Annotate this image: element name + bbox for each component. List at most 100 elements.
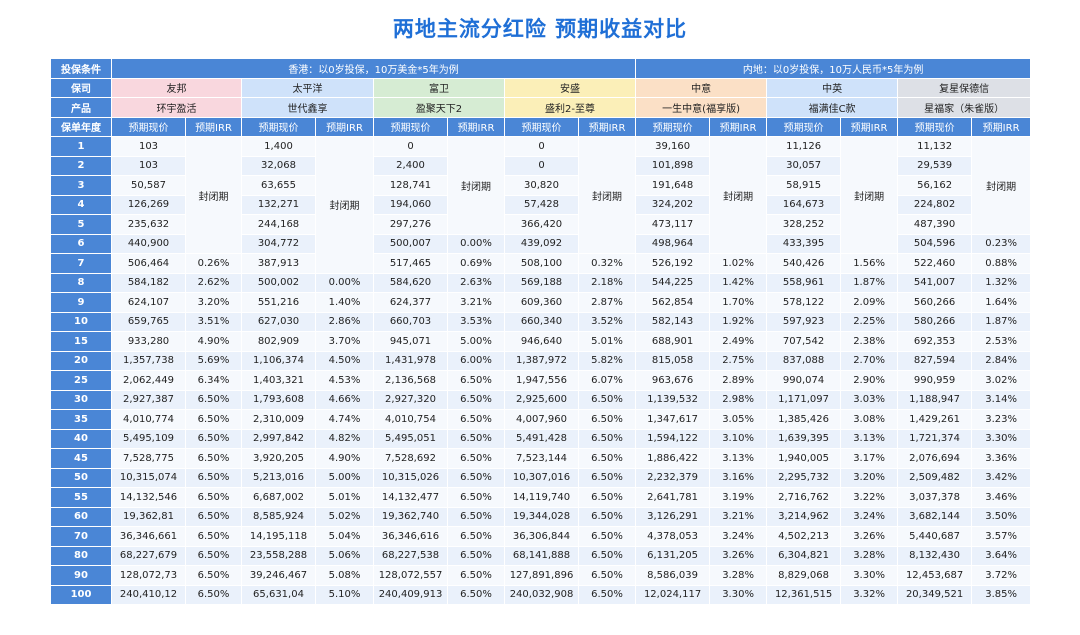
cash-value-cell: 660,340: [504, 311, 579, 332]
col-header-cv: 预期现价: [504, 116, 579, 137]
year-cell: 20: [50, 350, 112, 371]
irr-cell: 3.51%: [185, 311, 242, 332]
irr-cell: 6.50%: [185, 389, 242, 410]
irr-cell: 2.53%: [971, 331, 1032, 352]
irr-cell: 3.16%: [709, 467, 768, 488]
cash-value-cell: 562,854: [635, 292, 711, 313]
year-cell: 5: [50, 214, 112, 235]
cash-value-cell: 1,594,122: [635, 428, 711, 449]
cash-value-cell: 439,092: [504, 233, 579, 254]
irr-cell: 6.50%: [447, 467, 505, 488]
cash-value-cell: 297,276: [373, 214, 448, 235]
cn-condition: 内地：以0岁投保，10万人民币*5年为例: [635, 58, 1032, 79]
year-cell: 50: [50, 467, 112, 488]
cash-value-cell: 6,131,205: [635, 545, 711, 566]
cash-value-cell: 103: [111, 136, 186, 157]
cash-value-cell: 517,465: [373, 253, 448, 274]
irr-cell: 3.64%: [971, 545, 1032, 566]
lock-period-cell: 封闭期: [447, 136, 505, 235]
cash-value-cell: 5,440,687: [897, 526, 973, 547]
irr-cell: 3.02%: [971, 370, 1032, 391]
cash-value-cell: 1,106,374: [241, 350, 316, 371]
irr-cell: 6.50%: [577, 584, 637, 605]
cash-value-cell: 990,074: [766, 370, 842, 391]
cash-value-cell: 1,886,422: [635, 448, 711, 469]
company-row: 保司 友邦 太平洋 富卫 安盛 中意 中英 复星保德信: [50, 77, 1032, 98]
cash-value-cell: 837,088: [766, 350, 842, 371]
company-generali: 中意: [635, 77, 768, 98]
cash-value-cell: 19,362,81: [111, 506, 186, 527]
irr-cell: 5.00%: [315, 467, 374, 488]
cash-value-cell: 36,346,661: [111, 526, 186, 547]
year-cell: 30: [50, 389, 112, 410]
year-cell: 90: [50, 565, 112, 586]
irr-cell: 4.50%: [315, 350, 374, 371]
irr-cell: 3.22%: [840, 487, 899, 508]
col-header-cv: 预期现价: [635, 116, 711, 137]
table-row: 7 506,464 0.26% 387,913 517,465 0.69% 508,100 0…: [50, 253, 1032, 274]
irr-cell: 6.50%: [185, 467, 242, 488]
cash-value-cell: 569,188: [504, 272, 579, 293]
irr-cell: 1.64%: [971, 292, 1032, 313]
year-cell: 40: [50, 428, 112, 449]
cash-value-cell: 504,596: [897, 233, 973, 254]
irr-cell: 3.24%: [709, 526, 768, 547]
year-cell: 8: [50, 272, 112, 293]
irr-cell: 2.86%: [315, 311, 374, 332]
irr-cell: 3.19%: [709, 487, 768, 508]
col-header-cv: 预期现价: [111, 116, 186, 137]
col-header-cv: 预期现价: [897, 116, 973, 137]
irr-cell: 5.02%: [315, 506, 374, 527]
irr-cell: 6.50%: [185, 428, 242, 449]
cash-value-cell: 36,346,616: [373, 526, 448, 547]
irr-cell: 0.00%: [447, 233, 505, 254]
irr-cell: 3.26%: [709, 545, 768, 566]
cash-value-cell: 8,829,068: [766, 565, 842, 586]
irr-cell: 6.50%: [185, 526, 242, 547]
cash-value-cell: 624,377: [373, 292, 448, 313]
cash-value-cell: 1,429,261: [897, 409, 973, 430]
lock-period-cell: 封闭期: [315, 136, 374, 274]
irr-cell: 5.01%: [315, 487, 374, 508]
table-row: 1 103 封闭期 1,400 封闭期 0 封闭期 0 封闭期 39,160 封闭期 11,126 封闭…: [50, 136, 1032, 274]
irr-cell: 2.18%: [577, 272, 637, 293]
cash-value-cell: 56,162: [897, 175, 973, 196]
cash-value-cell: 10,315,074: [111, 467, 186, 488]
year-cell: 60: [50, 506, 112, 527]
irr-cell: 6.50%: [577, 409, 637, 430]
irr-cell: 2.49%: [709, 331, 768, 352]
cash-value-cell: 101,898: [635, 155, 711, 176]
year-cell: 15: [50, 331, 112, 352]
table-row: 30 2,927,387 6.50% 1,793,608 4.66% 2,927,320 6…: [50, 389, 1032, 410]
cash-value-cell: 240,410,12: [111, 584, 186, 605]
cash-value-cell: 5,495,109: [111, 428, 186, 449]
cash-value-cell: 624,107: [111, 292, 186, 313]
cash-value-cell: 3,682,144: [897, 506, 973, 527]
irr-cell: 6.50%: [447, 565, 505, 586]
irr-cell: 6.50%: [447, 584, 505, 605]
table-row: 70 36,346,661 6.50% 14,195,118 5.04% 36,346,6…: [50, 526, 1032, 547]
irr-cell: 3.72%: [971, 565, 1032, 586]
comparison-table: 投保条件 香港：以0岁投保，10万美金*5年为例 内地：以0岁投保，10万人民币…: [50, 58, 1032, 605]
irr-cell: 3.13%: [709, 448, 768, 469]
cash-value-cell: 324,202: [635, 194, 711, 215]
col-header-cv: 预期现价: [766, 116, 842, 137]
cash-value-cell: 0: [504, 155, 579, 176]
cash-value-cell: 580,266: [897, 311, 973, 332]
irr-cell: 3.21%: [447, 292, 505, 313]
cash-value-cell: 522,460: [897, 253, 973, 274]
irr-cell: 3.10%: [709, 428, 768, 449]
irr-cell: 3.21%: [709, 506, 768, 527]
cash-value-cell: 551,216: [241, 292, 316, 313]
irr-cell: 3.42%: [971, 467, 1032, 488]
irr-cell: 2.89%: [709, 370, 768, 391]
irr-cell: 1.42%: [709, 272, 768, 293]
product-1: 环宇盈活: [111, 97, 242, 118]
table-row: 15 933,280 4.90% 802,909 3.70% 945,071 5.00% 94…: [50, 331, 1032, 352]
irr-cell: 2.25%: [840, 311, 899, 332]
cash-value-cell: 1,400: [241, 136, 316, 157]
cash-value-cell: 5,495,051: [373, 428, 448, 449]
company-label: 保司: [50, 77, 112, 98]
irr-cell: 6.50%: [447, 409, 505, 430]
irr-cell: 0.88%: [971, 253, 1032, 274]
